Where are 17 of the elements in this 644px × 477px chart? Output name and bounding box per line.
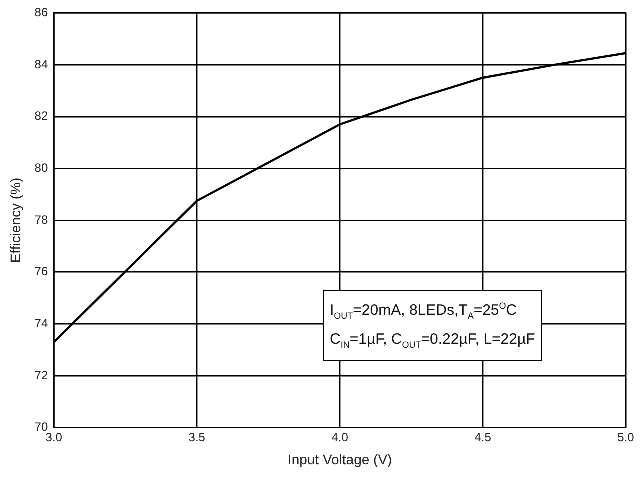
text: I$_{OUT}$=20mA, 8LEDs,T$_{A}$=25$^{O}$C C$_{IN}$=1µF, C$_{OUT}$=0.22µF, L=22µF (330, 301, 536, 350)
y-tick-label: 76 (34, 264, 48, 279)
y-tick-label: 70 (34, 420, 48, 434)
x-axis-title: Input Voltage (V) (288, 451, 392, 468)
x-tick-label: 3.0 (46, 430, 63, 444)
y-tick-label: 80 (34, 160, 48, 175)
x-tick-label: 5.0 (618, 430, 635, 444)
y-tick-label: 74 (34, 316, 48, 330)
y-tick-label: 72 (34, 368, 48, 382)
y-tick-label: 86 (34, 6, 48, 20)
y-tick-label: 82 (34, 109, 48, 124)
x-tick-label: 4.0 (332, 430, 349, 444)
y-tick-label: 84 (34, 57, 48, 72)
x-tick-label: 3.5 (188, 430, 206, 444)
y-axis-title: Efficiency (%) (7, 178, 24, 264)
x-tick-label: 4.5 (474, 430, 492, 444)
y-tick-label: 78 (34, 212, 48, 227)
